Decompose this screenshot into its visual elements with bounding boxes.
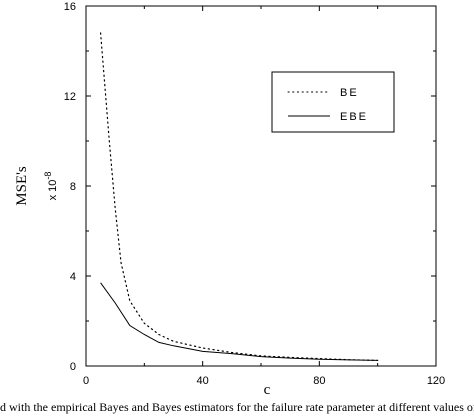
x-axis-label: c <box>264 382 271 398</box>
x-tick-label: 120 <box>427 375 445 387</box>
x-tick-label: 40 <box>197 375 209 387</box>
plot-border <box>85 5 437 367</box>
legend-box <box>271 71 395 133</box>
y-tick-label: 4 <box>70 271 76 283</box>
series-layer <box>100 32 379 361</box>
y-axis-label: MSE's <box>14 166 30 206</box>
plot-frame <box>85 5 437 367</box>
y-multiplier-base: x 10 <box>47 180 59 201</box>
legend: BE EBE <box>271 71 395 133</box>
chart: 0 40 80 120 0 4 8 12 16 BE EBE MSE's x 10-8 c <box>14 1 445 398</box>
y-tick-label: 8 <box>70 181 76 193</box>
y-multiplier-exponent: -8 <box>43 172 53 180</box>
figure-caption: d with the empirical Bayes and Bayes est… <box>0 400 474 414</box>
y-axis-multiplier: x 10-8 <box>43 172 59 201</box>
x-axis-ticks: 0 40 80 120 <box>83 6 445 387</box>
series-line-be <box>100 32 379 361</box>
x-tick-label: 80 <box>313 375 325 387</box>
x-tick-label: 0 <box>83 375 89 387</box>
series-line-ebe <box>100 282 378 361</box>
y-tick-label: 0 <box>70 361 76 373</box>
legend-label-be: BE <box>340 87 359 99</box>
y-tick-label: 12 <box>64 91 76 103</box>
y-tick-label: 16 <box>64 1 76 13</box>
legend-label-ebe: EBE <box>340 111 368 123</box>
y-axis-ticks: 0 4 8 12 16 <box>64 1 436 373</box>
